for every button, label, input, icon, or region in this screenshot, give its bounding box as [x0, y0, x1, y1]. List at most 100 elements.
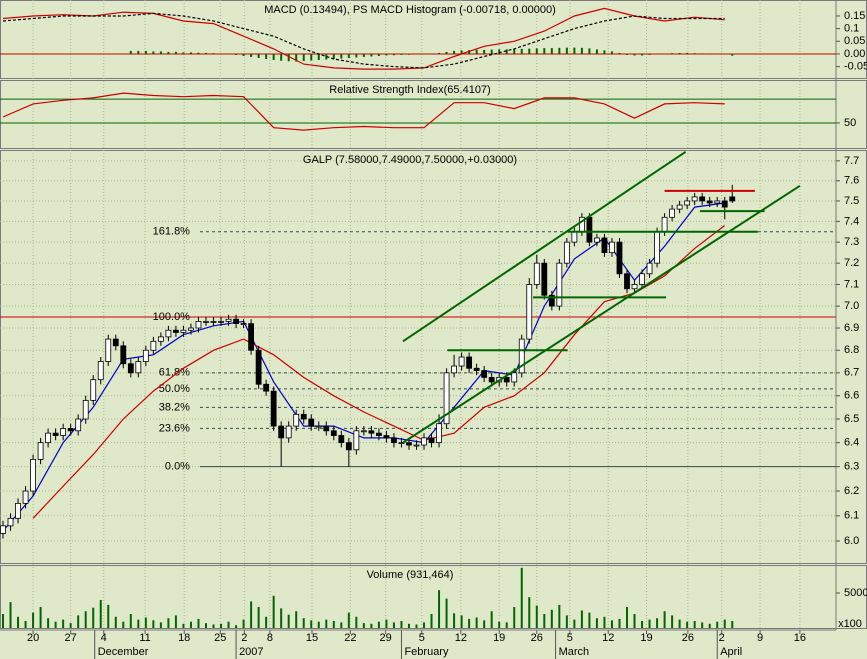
- candle-body: [105, 338, 112, 362]
- y-tick-label: 6.4: [844, 437, 859, 449]
- histogram-bar: [588, 48, 591, 54]
- y-tick-label: 7.0: [844, 300, 859, 312]
- histogram-bar: [415, 53, 418, 55]
- histogram-bar: [137, 50, 140, 54]
- candle-body: [721, 200, 728, 208]
- volume-bar: [626, 607, 628, 628]
- volume-bar: [498, 621, 501, 628]
- candle-body: [330, 430, 337, 436]
- y-tick-label: 7.3: [844, 236, 859, 248]
- volume-bar: [468, 618, 471, 628]
- volume-bar: [693, 621, 696, 628]
- volume-bar: [708, 623, 711, 628]
- month-label: December: [98, 646, 149, 658]
- histogram-bar: [595, 49, 598, 54]
- volume-bar: [54, 621, 57, 628]
- volume-bar: [723, 619, 726, 628]
- x-tick-label: 18: [178, 632, 190, 644]
- candle-body: [368, 430, 375, 434]
- candle-body: [135, 361, 142, 374]
- candle-body: [406, 442, 412, 446]
- candle-body: [7, 517, 14, 527]
- fib-label: 161.8%: [153, 226, 191, 238]
- x-tick-label: 20: [27, 632, 39, 644]
- series-line: [2, 7, 725, 70]
- candle-body: [714, 200, 721, 204]
- candle-body: [503, 376, 510, 383]
- y-tick-label: 7.7: [844, 155, 859, 167]
- candle-body: [661, 216, 668, 233]
- histogram-bar: [355, 53, 358, 58]
- candle-body: [278, 425, 285, 439]
- y-tick-label: 6.9: [844, 322, 859, 334]
- candle-body: [451, 365, 457, 374]
- volume-bar: [588, 612, 591, 628]
- volume-bar: [520, 567, 523, 628]
- volume-bar: [483, 620, 486, 628]
- histogram-bar: [235, 53, 238, 55]
- y-tick-label: 6.6: [844, 390, 859, 402]
- histogram-bar: [377, 53, 380, 56]
- x-tick-label: 9: [757, 632, 763, 644]
- volume-bar: [99, 600, 102, 628]
- x-tick-label: 11: [139, 632, 150, 644]
- fib-label: 50.0%: [159, 383, 190, 395]
- histogram-bar: [663, 53, 666, 55]
- volume-bar: [445, 598, 448, 628]
- candle-body: [285, 425, 292, 439]
- volume-bar: [438, 590, 441, 628]
- volume-bar: [340, 622, 343, 628]
- candle-body: [436, 423, 442, 444]
- candle-body: [391, 437, 397, 444]
- volume-bar: [400, 621, 403, 628]
- candle-body: [308, 418, 315, 427]
- x-tick-label: 29: [380, 632, 392, 644]
- candle-body: [443, 372, 450, 425]
- series-line: [2, 12, 725, 69]
- histogram-bar: [641, 53, 644, 56]
- volume-bar: [648, 619, 651, 628]
- candle-body: [511, 372, 518, 383]
- candle-body: [571, 231, 578, 243]
- histogram-bar: [708, 53, 711, 54]
- histogram-bar: [513, 49, 516, 54]
- fib-label: 61.8%: [159, 367, 190, 379]
- histogram-bar: [543, 48, 546, 54]
- x-tick-label: 22: [344, 632, 356, 644]
- histogram-bar: [280, 53, 283, 61]
- candle-body: [150, 340, 157, 351]
- volume-bar: [197, 618, 200, 628]
- y-tick-label: 50: [844, 117, 856, 129]
- volume-bar: [250, 601, 253, 628]
- candle-body: [458, 356, 465, 367]
- volume-bar: [32, 612, 35, 628]
- histogram-bar: [159, 51, 162, 54]
- candle-body: [594, 237, 600, 243]
- histogram-bar: [671, 53, 674, 54]
- x-tick-label: 8: [267, 632, 273, 644]
- volume-bar: [370, 623, 373, 628]
- unit-label: x100: [838, 618, 862, 630]
- x-tick-label: 5: [419, 632, 425, 644]
- candle-body: [563, 241, 570, 264]
- candle-body: [601, 237, 608, 254]
- y-tick-label: 0.05: [844, 35, 865, 47]
- y-tick-label: 6.8: [844, 344, 859, 356]
- volume-bar: [490, 611, 493, 628]
- volume-bar: [580, 610, 583, 628]
- candle-body: [383, 435, 390, 439]
- volume-bar: [633, 614, 636, 628]
- candle-body: [90, 379, 97, 401]
- volume-bar: [618, 618, 621, 628]
- candle-body: [300, 413, 307, 420]
- histogram-bar: [227, 53, 230, 55]
- volume-bar: [182, 623, 185, 628]
- histogram-bar: [648, 53, 651, 55]
- volume-bar: [656, 618, 659, 628]
- volume-bar: [325, 619, 328, 628]
- volume-bar: [2, 614, 5, 628]
- histogram-bar: [325, 53, 328, 60]
- candle-body: [616, 241, 623, 275]
- candle-body: [157, 336, 164, 342]
